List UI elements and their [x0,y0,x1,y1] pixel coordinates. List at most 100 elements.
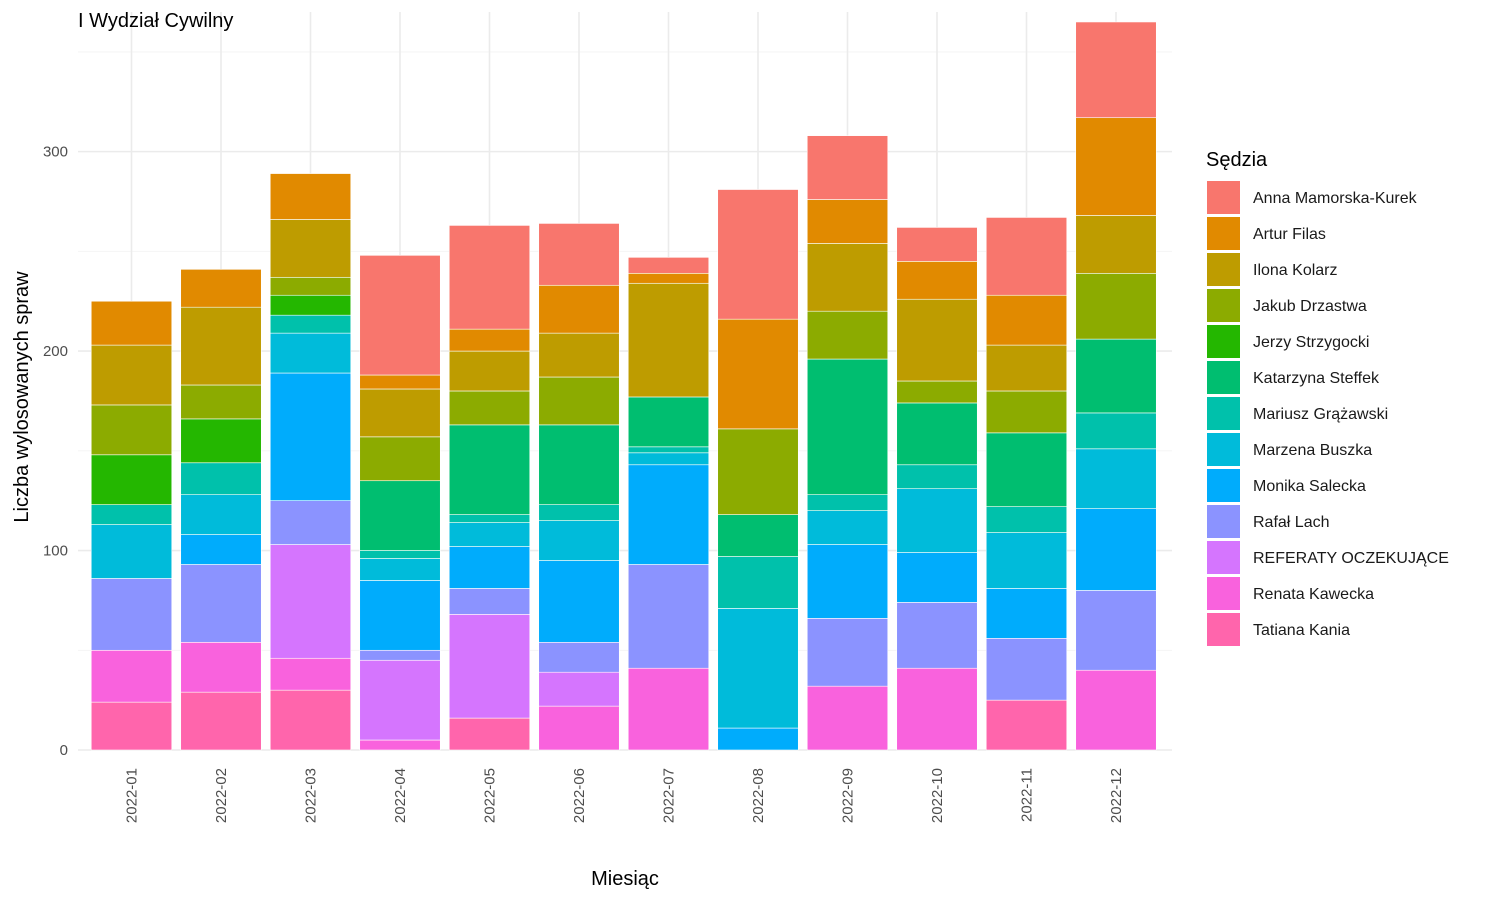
bar-segment [717,318,799,430]
bar-segment [269,294,352,316]
legend-key [1207,181,1240,214]
bar-segment [180,462,262,495]
bar-segment [90,454,173,505]
bar-segment [896,552,978,603]
bar-segment [448,717,531,751]
bar-segment [359,558,441,581]
x-tick-label: 2022-01 [124,768,141,823]
x-tick-label: 2022-05 [482,768,499,823]
bar-segment [269,372,352,501]
bar-segment [985,344,1068,392]
legend-label: Anna Mamorska-Kurek [1253,190,1418,207]
legend-label: Mariusz Grążawski [1253,406,1388,423]
legend: Sędzia Anna Mamorska-Kurek Artur Filas Ilo… [1206,149,1449,646]
bars [90,21,1157,751]
x-axis-title: Miesiąc [591,868,659,890]
bar-segment [806,310,889,360]
bar-segment [1075,448,1157,509]
legend-label: REFERATY OCZEKUJĄCE [1253,550,1449,567]
bar-segment [269,689,352,751]
bar-segment [359,480,441,551]
bar-segment [90,404,173,456]
bar-segment [90,578,173,651]
legend-key [1207,577,1240,610]
x-tick-label: 2022-10 [929,768,946,823]
legend-key [1207,289,1240,322]
bar-segment [538,376,620,426]
bar-segment [806,685,889,751]
bar-segment [717,514,799,557]
bar-segment [538,504,620,521]
bar-segment [1075,338,1157,414]
bar-segment [359,649,441,661]
bar-segment [806,618,889,687]
bar-segment [538,560,620,643]
bar-segment [180,641,262,693]
bar-segment [806,199,889,244]
bar-segment [448,390,531,426]
bar-segment [180,306,262,386]
bar-segment [90,524,173,579]
bar-segment [538,332,620,378]
x-tick-label: 2022-06 [571,768,588,823]
bar-segment [180,269,262,308]
bar-segment [717,428,799,515]
x-tick-label: 2022-03 [303,768,320,823]
bar-segment [180,418,262,464]
bar-segment [359,436,441,482]
bar-segment [180,494,262,535]
bar-segment [180,384,262,420]
bar-segment [359,580,441,651]
legend-label: Monika Salecka [1253,478,1366,495]
y-axis-title: Liczba wylosowanych spraw [11,271,33,523]
bar-segment [627,667,710,751]
bar-segment [717,189,799,320]
legend-key [1207,613,1240,646]
bar-segment [359,374,441,390]
bar-segment [806,544,889,619]
x-axis: 2022-01 2022-02 2022-03 2022-04 2022-05 2022-… [124,768,1126,823]
bar-segment [448,514,531,523]
legend-key [1207,541,1240,574]
x-tick-label: 2022-08 [750,768,767,823]
bar-segment [269,219,352,278]
bar-segment [896,602,978,669]
bar-segment [359,550,441,559]
bar-segment [180,534,262,565]
bar-segment [896,402,978,466]
bar-segment [448,225,531,330]
x-tick-label: 2022-04 [392,768,409,823]
bar-segment [1075,272,1157,340]
bar-segment [538,641,620,673]
bar-segment [717,727,799,751]
legend-key [1207,325,1240,358]
bar-segment [269,314,352,334]
bar-segment [1075,412,1157,450]
bar-segment [985,217,1068,296]
bar-segment [1075,669,1157,751]
bar-segment [90,701,173,751]
bar-segment [627,464,710,565]
bar-segment [448,424,531,515]
legend-label: Jakub Drzastwa [1253,298,1367,315]
legend-key [1207,253,1240,286]
x-tick-label: 2022-09 [840,768,857,823]
bar-segment [538,520,620,561]
bar-segment [538,705,620,751]
bar-segment [806,494,889,511]
bar-segment [538,223,620,286]
bar-segment [1075,215,1157,274]
bar-segment [180,691,262,751]
x-tick-label: 2022-12 [1108,768,1125,823]
y-tick-label: 0 [60,742,68,759]
bar-segment [896,667,978,751]
legend-label: Rafał Lach [1253,514,1330,531]
bar-segment [896,261,978,300]
legend-label: Marzena Buszka [1253,442,1372,459]
bar-segment [359,255,441,376]
bar-segment [627,272,710,284]
bar-segment [448,350,531,392]
legend-key [1207,505,1240,538]
legend-key [1207,397,1240,430]
